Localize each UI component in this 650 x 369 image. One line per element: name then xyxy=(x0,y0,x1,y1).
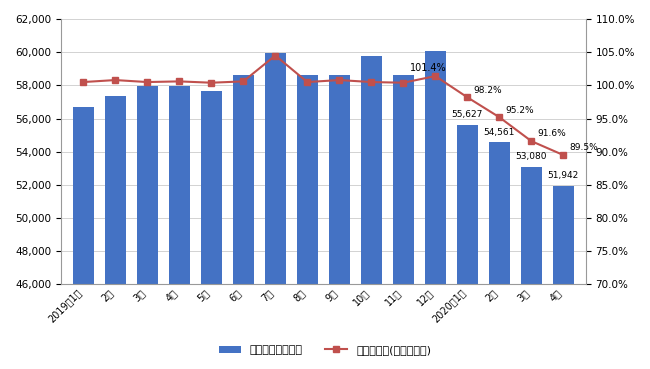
Bar xyxy=(425,51,446,369)
有効求人数(前年同月比) xyxy=(144,80,151,84)
有効求人数(前年同月比) xyxy=(272,53,280,58)
Bar xyxy=(361,55,382,369)
Bar xyxy=(457,125,478,369)
Bar xyxy=(521,167,541,369)
有効求人数(前年同月比) xyxy=(560,153,567,157)
Bar xyxy=(169,86,190,369)
有効求人数(前年同月比) xyxy=(207,80,215,85)
Bar xyxy=(201,91,222,369)
Text: 51,942: 51,942 xyxy=(548,171,579,180)
Legend: 有効求人数（人）, 有効求人数(前年同月比): 有効求人数（人）, 有効求人数(前年同月比) xyxy=(214,341,436,360)
Text: 89.5%: 89.5% xyxy=(569,144,598,152)
有効求人数(前年同月比) xyxy=(304,80,311,84)
有効求人数(前年同月比) xyxy=(527,139,535,143)
Text: 95.2%: 95.2% xyxy=(505,106,534,115)
有効求人数(前年同月比) xyxy=(400,80,408,85)
Line: 有効求人数(前年同月比): 有効求人数(前年同月比) xyxy=(81,53,566,158)
Bar xyxy=(297,75,318,369)
有効求人数(前年同月比) xyxy=(79,80,87,84)
Bar xyxy=(553,186,574,369)
Text: 91.6%: 91.6% xyxy=(537,130,566,138)
Bar xyxy=(489,142,510,369)
Text: 55,627: 55,627 xyxy=(452,110,483,119)
有効求人数(前年同月比) xyxy=(432,74,439,78)
Text: 101.4%: 101.4% xyxy=(410,63,447,73)
有効求人数(前年同月比) xyxy=(335,78,343,82)
Bar xyxy=(233,75,254,369)
Bar xyxy=(329,75,350,369)
Text: 53,080: 53,080 xyxy=(515,152,547,161)
有効求人数(前年同月比) xyxy=(367,80,375,84)
Text: 54,561: 54,561 xyxy=(484,128,515,137)
有効求人数(前年同月比) xyxy=(463,95,471,100)
有効求人数(前年同月比) xyxy=(176,79,183,84)
有効求人数(前年同月比) xyxy=(111,78,119,82)
有効求人数(前年同月比) xyxy=(239,79,247,84)
Bar xyxy=(393,75,414,369)
Text: 98.2%: 98.2% xyxy=(473,86,502,95)
Bar xyxy=(265,53,286,369)
Bar xyxy=(137,86,158,369)
Bar xyxy=(73,107,94,369)
Bar xyxy=(105,96,125,369)
有効求人数(前年同月比) xyxy=(495,115,503,120)
